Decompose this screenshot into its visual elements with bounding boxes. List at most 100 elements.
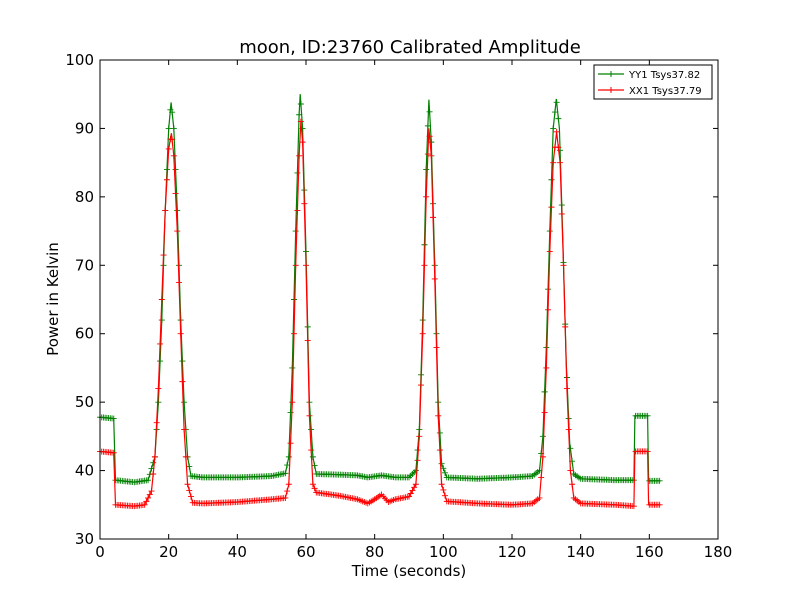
data-point xyxy=(546,228,553,235)
data-point xyxy=(309,481,316,488)
data-point xyxy=(558,210,565,217)
data-point xyxy=(169,136,176,143)
data-point xyxy=(440,486,447,493)
data-point xyxy=(436,447,443,454)
data-point xyxy=(303,262,309,269)
data-point xyxy=(536,494,543,501)
legend-label: YY1 Tsys37.82 xyxy=(628,70,700,81)
data-point xyxy=(411,484,418,491)
data-point xyxy=(555,144,562,151)
data-point xyxy=(414,457,421,464)
legend: YY1 Tsys37.82 XX1 Tsys37.79 xyxy=(593,64,713,100)
data-point xyxy=(294,169,301,176)
data-point xyxy=(548,204,555,211)
data-point xyxy=(438,481,445,488)
y-tick-label: 100 xyxy=(65,51,94,69)
data-point xyxy=(442,492,449,499)
data-point xyxy=(158,317,165,324)
data-point xyxy=(296,152,303,159)
data-point xyxy=(407,490,414,497)
data-point xyxy=(567,445,574,452)
data-point xyxy=(186,487,193,494)
data-point xyxy=(412,481,419,488)
series-layer xyxy=(97,94,663,510)
data-point xyxy=(562,323,569,330)
data-point xyxy=(172,166,179,173)
data-point xyxy=(184,481,191,488)
data-point xyxy=(296,111,303,118)
data-point xyxy=(162,207,169,214)
data-point xyxy=(287,409,294,416)
data-point xyxy=(157,340,164,347)
x-tick-label: 100 xyxy=(429,543,458,561)
data-point xyxy=(550,159,557,166)
data-point xyxy=(110,415,117,422)
data-point xyxy=(170,125,177,132)
data-point xyxy=(179,378,186,385)
x-tick-label: 180 xyxy=(704,543,733,561)
data-point xyxy=(165,125,172,132)
data-point xyxy=(539,433,546,440)
data-point xyxy=(311,485,318,492)
data-point xyxy=(569,481,576,488)
data-point xyxy=(426,133,433,140)
y-axis: 30 40 50 60 70 80 90 100 xyxy=(65,51,718,548)
data-point xyxy=(541,388,548,395)
data-point xyxy=(550,125,557,132)
data-point xyxy=(181,426,188,433)
plot-background xyxy=(100,60,718,539)
data-point xyxy=(282,494,289,501)
data-point xyxy=(181,399,188,406)
data-point xyxy=(553,128,560,135)
data-point xyxy=(418,382,425,389)
data-point xyxy=(551,109,558,116)
plot-area xyxy=(97,59,719,540)
data-point xyxy=(284,488,291,495)
data-point xyxy=(426,108,433,115)
x-tick-label: 60 xyxy=(296,543,315,561)
data-point xyxy=(656,477,663,484)
data-point xyxy=(428,152,435,159)
data-point xyxy=(187,493,194,500)
data-point xyxy=(110,449,117,456)
data-point xyxy=(311,462,318,469)
data-point xyxy=(146,491,153,498)
data-point xyxy=(406,493,412,500)
y-tick-label: 60 xyxy=(75,325,94,343)
data-point xyxy=(419,330,426,337)
data-point xyxy=(174,207,181,214)
data-point xyxy=(153,419,160,426)
data-point xyxy=(150,470,157,477)
data-point xyxy=(309,453,316,460)
data-point xyxy=(141,501,148,508)
data-point xyxy=(428,139,435,146)
data-point xyxy=(160,252,167,259)
data-point xyxy=(423,193,430,200)
legend-box xyxy=(593,64,713,100)
data-point xyxy=(294,207,301,214)
data-point xyxy=(431,275,438,282)
data-point xyxy=(182,453,189,460)
data-point xyxy=(308,447,315,454)
data-point xyxy=(416,433,423,440)
data-point xyxy=(177,330,184,337)
data-point xyxy=(438,460,445,467)
y-tick-label: 90 xyxy=(75,119,94,137)
data-point xyxy=(292,228,299,235)
data-point xyxy=(165,145,172,152)
data-point xyxy=(297,118,304,125)
data-point xyxy=(151,453,158,460)
data-point xyxy=(148,488,155,495)
legend-marker xyxy=(608,71,614,77)
chart-title: moon, ID:23760 Calibrated Amplitude xyxy=(239,37,581,58)
data-point xyxy=(155,385,162,392)
data-point xyxy=(174,228,181,235)
plot-frame xyxy=(99,59,719,540)
x-tick-label: 80 xyxy=(365,543,384,561)
data-point xyxy=(567,467,574,474)
data-point xyxy=(430,214,437,221)
data-point xyxy=(557,147,564,154)
data-point xyxy=(409,487,416,494)
y-tick-label: 40 xyxy=(75,462,94,480)
